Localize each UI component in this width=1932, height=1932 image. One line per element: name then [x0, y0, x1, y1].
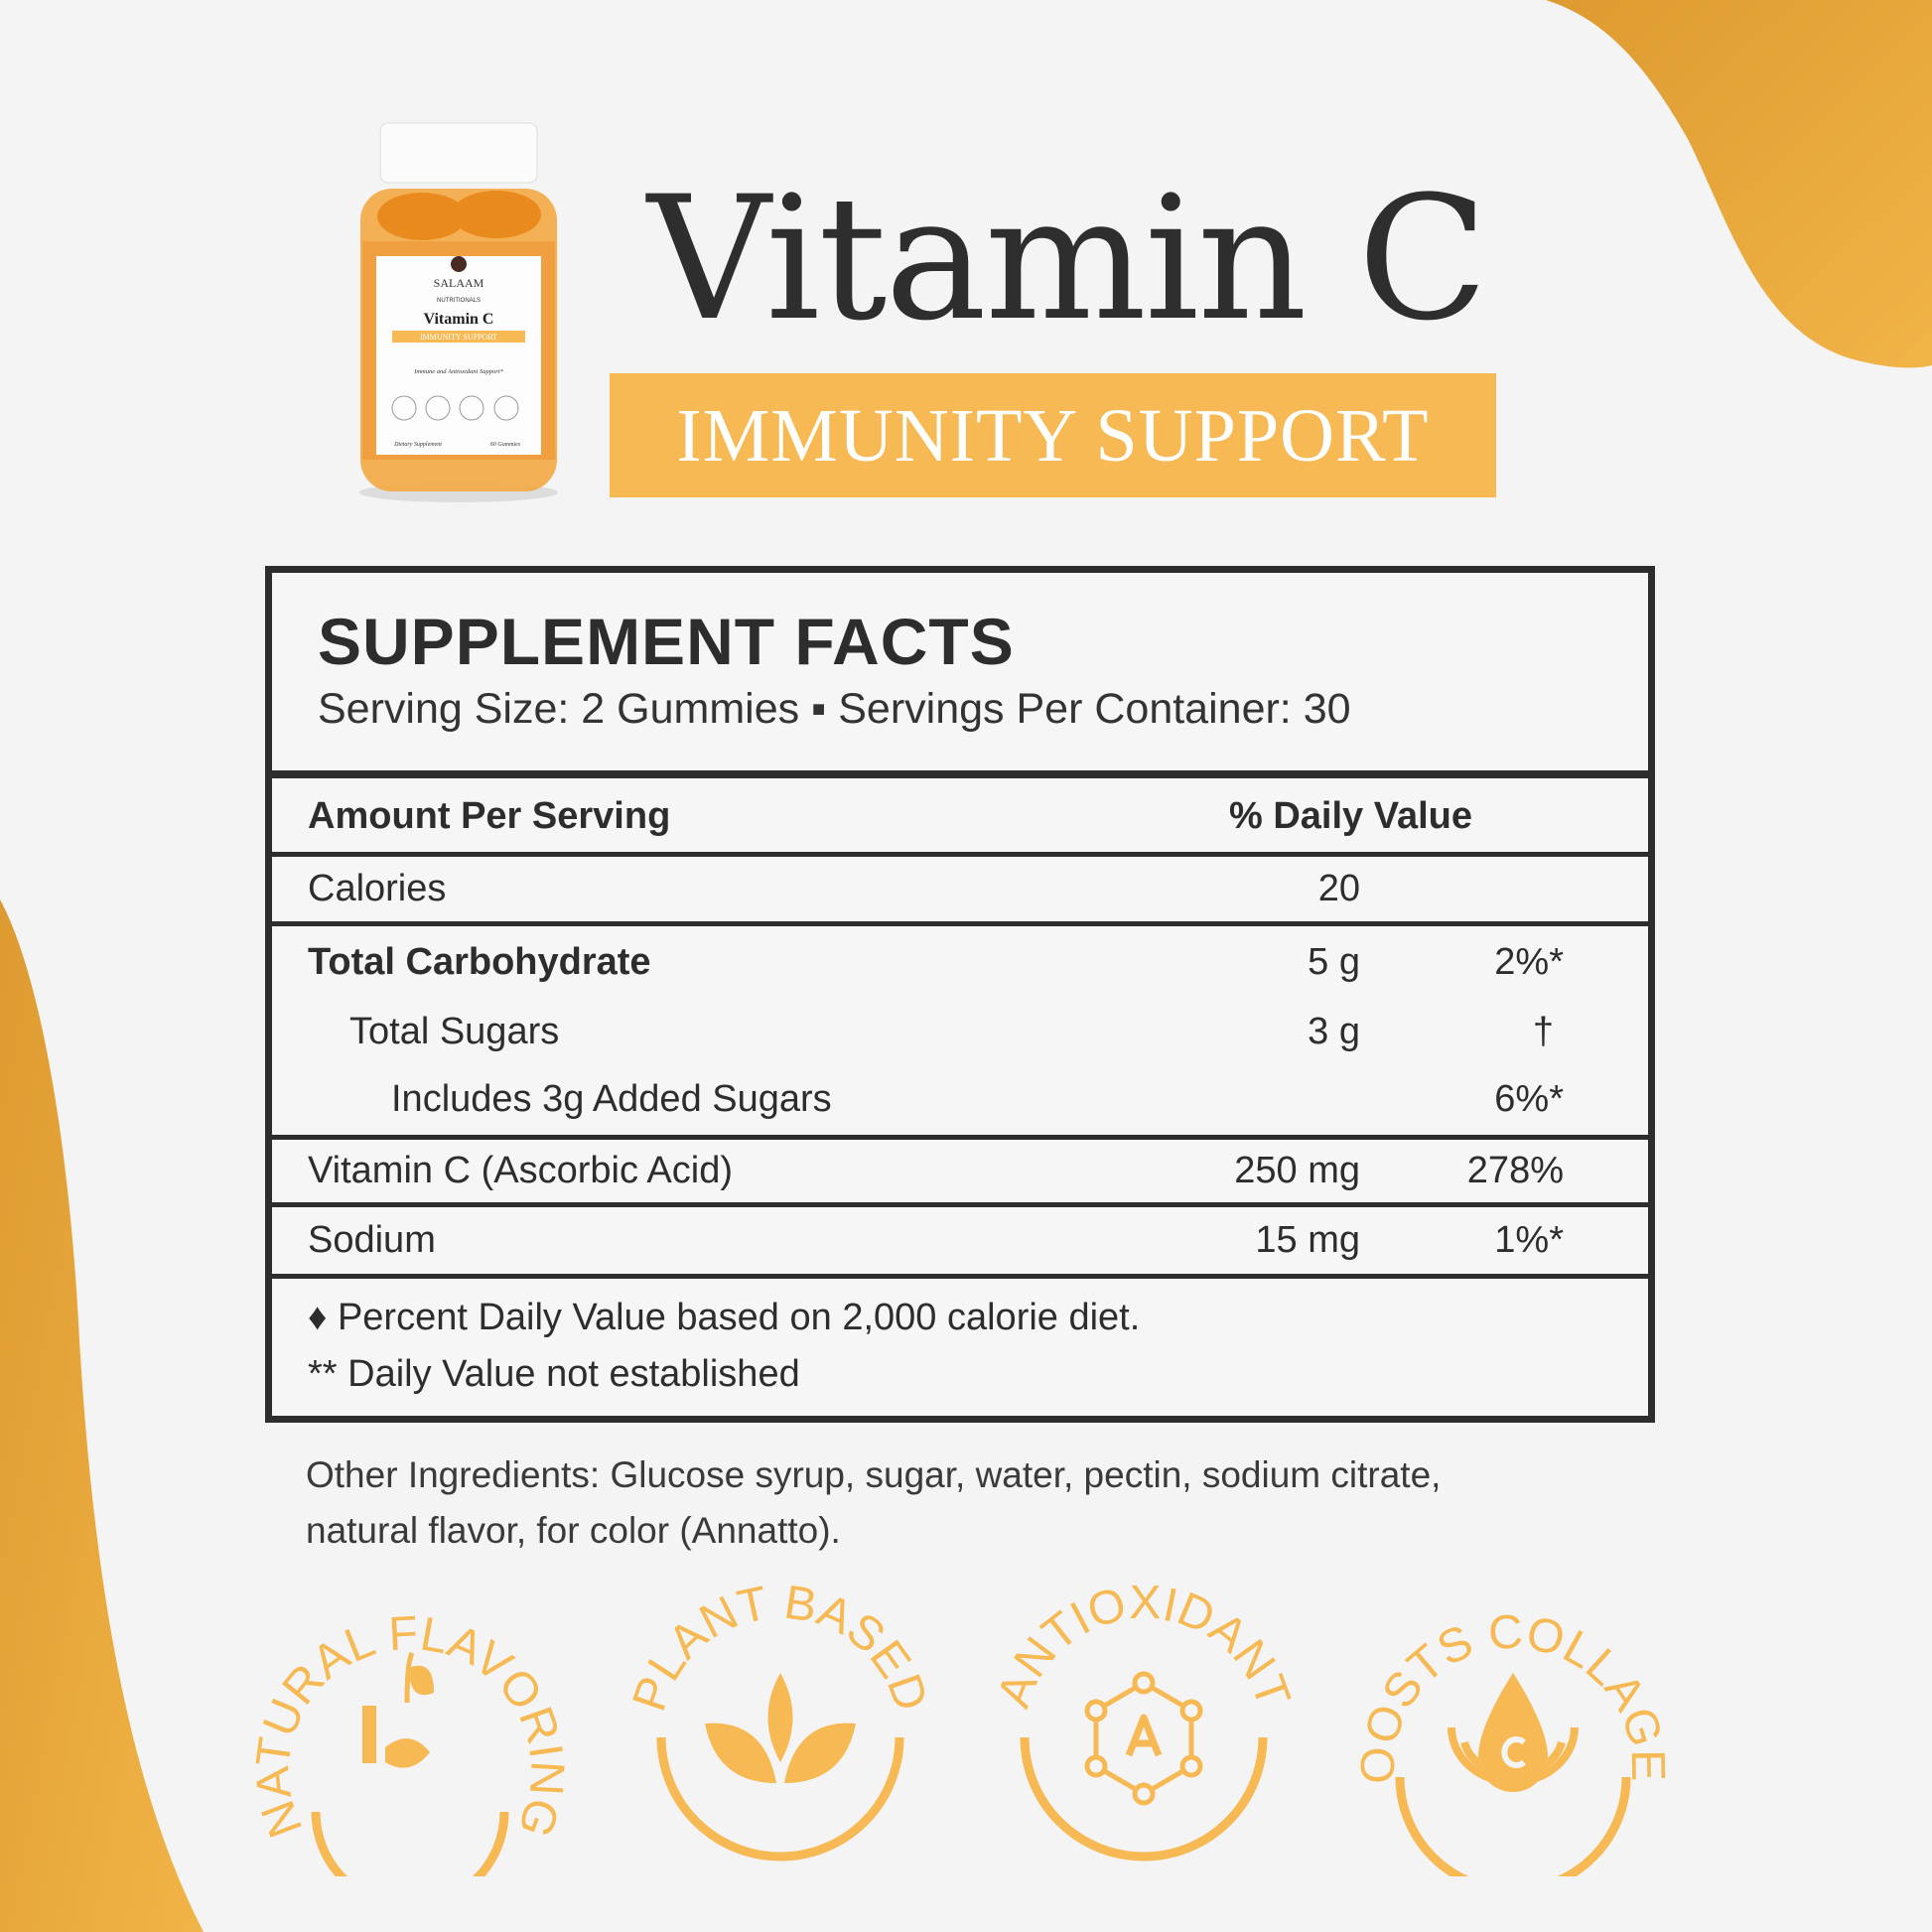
- divider: [272, 1274, 1648, 1279]
- badge-antioxidant: ANTIOXIDANT: [988, 1579, 1300, 1862]
- letter-a-glyph: [1125, 1714, 1163, 1757]
- divider: [272, 1202, 1648, 1207]
- bottom-left-blob: [0, 899, 204, 1932]
- row-amount: 20: [1317, 868, 1360, 909]
- col-dv-header: % Daily Value: [1229, 795, 1473, 837]
- bottle-name: Vitamin C: [424, 311, 494, 328]
- row-label: Includes 3g Added Sugars: [391, 1078, 832, 1120]
- facts-heading: SUPPLEMENT FACTS: [318, 605, 1015, 678]
- subtitle-band: IMMUNITY SUPPORT: [610, 373, 1496, 497]
- bottle-footer-left: Dietary Supplement: [393, 442, 442, 448]
- row-label: Vitamin C (Ascorbic Acid): [308, 1150, 733, 1191]
- badge-natural-flavoring: NATURAL FLAVORING: [246, 1607, 574, 1876]
- divider: [272, 921, 1648, 926]
- ingredients-line: Other Ingredients: Glucose syrup, sugar,…: [306, 1454, 1442, 1495]
- other-ingredients: Other Ingredients: Glucose syrup, sugar,…: [306, 1448, 1441, 1559]
- divider: [272, 852, 1648, 857]
- footnote: ** Daily Value not established: [308, 1353, 800, 1395]
- bottle-tagline: Immune and Antioxidant Support*: [413, 368, 503, 375]
- row-amount: 3 g: [1308, 1011, 1360, 1052]
- row-dv: 1%*: [1494, 1219, 1564, 1261]
- row-label: Calories: [308, 868, 447, 909]
- row-label: Total Carbohydrate: [308, 941, 651, 983]
- divider: [272, 770, 1648, 778]
- row-amount: 250 mg: [1234, 1150, 1360, 1191]
- product-bottle-image: SALAAM NUTRITIONALS Vitamin C IMMUNITY S…: [359, 122, 558, 502]
- serving-info: Serving Size: 2 Gummies ▪ Servings Per C…: [318, 685, 1351, 733]
- divider: [272, 1135, 1648, 1140]
- product-title: Vitamin C: [647, 159, 1488, 358]
- row-label: Sodium: [308, 1219, 436, 1261]
- product-subtitle: IMMUNITY SUPPORT: [676, 393, 1430, 478]
- row-amount: 15 mg: [1255, 1219, 1360, 1261]
- ingredients-line: natural flavor, for color (Annatto).: [306, 1510, 841, 1551]
- badges: NATURAL FLAVORING PLANT BASED ANTIOXIDAN…: [0, 1579, 1674, 1876]
- bottle-brand: SALAAM: [434, 276, 484, 290]
- row-dv: 6%*: [1494, 1078, 1564, 1120]
- row-amount: 5 g: [1308, 941, 1360, 983]
- leaves-icon: [705, 1673, 856, 1783]
- footnote: ♦ Percent Daily Value based on 2,000 cal…: [308, 1297, 1141, 1338]
- row-label: Total Sugars: [349, 1011, 560, 1052]
- top-right-blob: [1546, 0, 1932, 368]
- badge-label: NATURAL FLAVORING: [246, 1607, 574, 1845]
- row-dv: †: [1532, 1011, 1554, 1052]
- supplement-facts-panel: SUPPLEMENT FACTS Serving Size: 2 Gummies…: [265, 566, 1655, 1423]
- bottle-footer-right: 60 Gummies: [490, 442, 521, 448]
- hand-sprout-icon: [362, 1651, 434, 1768]
- col-amount-header: Amount Per Serving: [308, 795, 671, 837]
- row-dv: 278%: [1466, 1150, 1564, 1191]
- molecule-icon: [1084, 1671, 1203, 1806]
- letter-c-glyph: [1501, 1736, 1527, 1768]
- bottle-brand-sub: NUTRITIONALS: [437, 298, 481, 304]
- bottle-band: IMMUNITY SUPPORT: [420, 333, 497, 342]
- drop-icon: [1448, 1673, 1579, 1792]
- row-dv: 2%*: [1494, 941, 1564, 983]
- badge-plant-based: PLANT BASED: [623, 1579, 938, 1862]
